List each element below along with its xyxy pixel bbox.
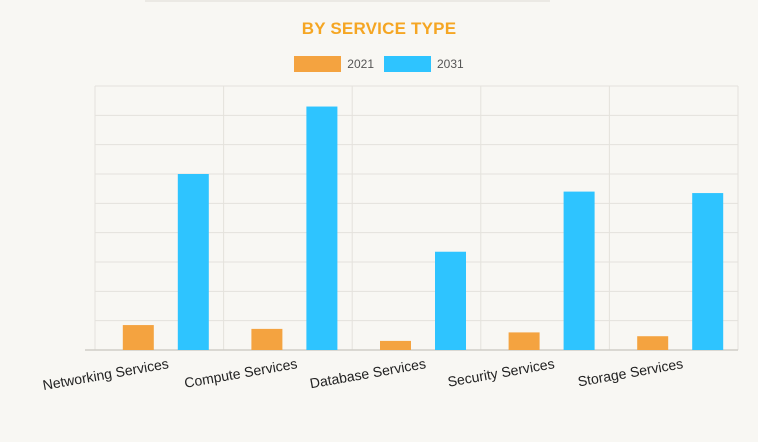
x-tick-label: Security Services bbox=[446, 355, 555, 390]
bar-2021-database-services bbox=[380, 340, 411, 350]
top-divider bbox=[145, 0, 550, 2]
chart-title: BY SERVICE TYPE bbox=[301, 19, 457, 38]
legend-swatch-2031 bbox=[384, 56, 431, 72]
bar-2021-security-services bbox=[508, 332, 540, 350]
x-tick-label: Networking Services bbox=[41, 355, 169, 393]
bar-2031-security-services bbox=[563, 191, 595, 350]
bar-2021-networking-services bbox=[122, 325, 154, 350]
legend: 2021 2031 bbox=[0, 56, 758, 72]
legend-label-2031: 2031 bbox=[437, 57, 464, 71]
bar-2031-compute-services bbox=[306, 106, 338, 351]
bar-2031-networking-services bbox=[177, 174, 209, 350]
bar-2031-database-services bbox=[435, 251, 466, 350]
x-tick-label: Database Services bbox=[309, 355, 428, 391]
bar-2031-storage-services bbox=[692, 193, 724, 350]
x-tick-label: Compute Services bbox=[183, 355, 298, 391]
bar-2021-storage-services bbox=[637, 336, 669, 350]
x-tick-label: Storage Services bbox=[576, 355, 684, 389]
legend-item-2021[interactable]: 2021 bbox=[294, 56, 374, 72]
bar-2021-compute-services bbox=[251, 328, 283, 350]
legend-swatch-2021 bbox=[294, 56, 342, 72]
legend-label-2021: 2021 bbox=[347, 57, 374, 71]
legend-item-2031[interactable]: 2031 bbox=[384, 56, 464, 72]
